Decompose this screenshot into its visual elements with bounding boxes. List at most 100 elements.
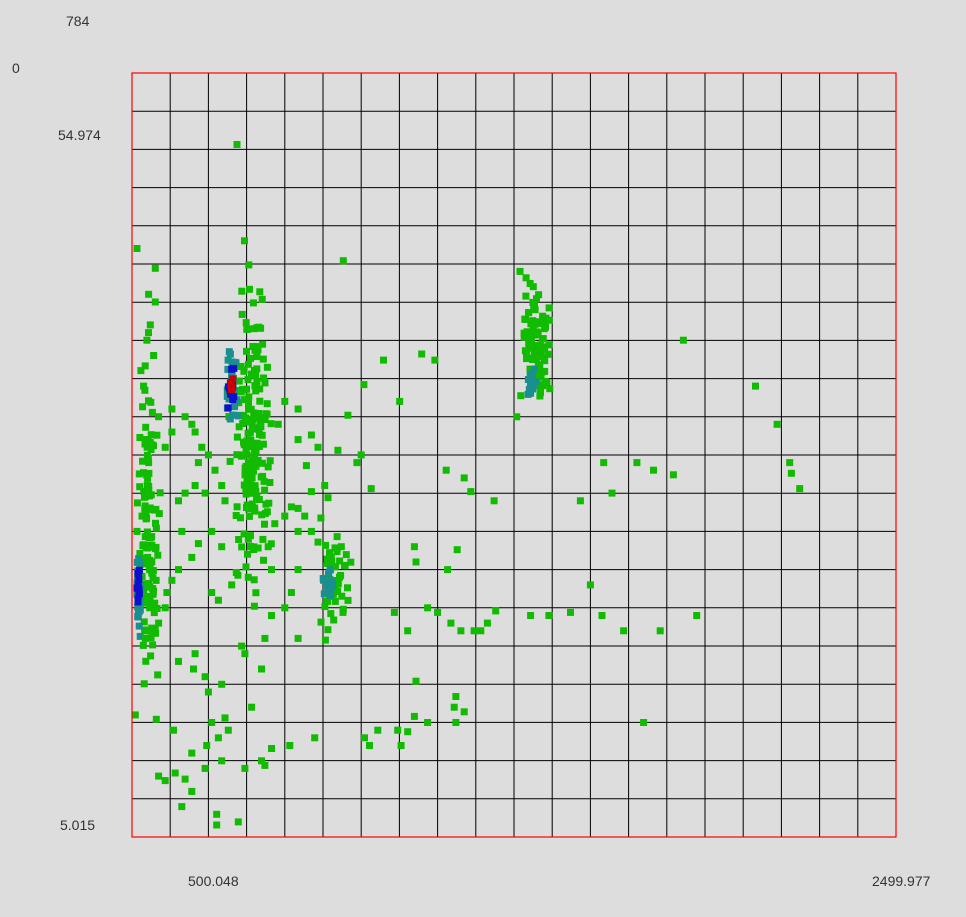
data-point <box>412 558 420 566</box>
cluster-point <box>141 362 149 370</box>
cluster-point <box>322 541 329 549</box>
cluster-point <box>248 370 255 378</box>
data-point <box>773 420 781 428</box>
density-core-point <box>529 384 537 392</box>
cluster-point <box>341 562 349 569</box>
data-point <box>181 413 189 421</box>
cluster-point <box>244 360 252 368</box>
cluster-point <box>251 346 259 354</box>
data-point <box>218 543 226 551</box>
cluster-point <box>250 325 258 333</box>
data-point <box>324 494 332 502</box>
data-point <box>268 745 275 752</box>
density-core-point <box>326 566 334 574</box>
data-point <box>457 627 465 635</box>
cluster-point <box>259 535 267 543</box>
data-point <box>168 428 176 436</box>
cluster-point <box>254 544 262 552</box>
cluster-point <box>244 376 252 384</box>
cluster-point <box>232 569 240 576</box>
density-core-point <box>528 370 536 378</box>
data-point <box>397 742 405 749</box>
cluster-point <box>246 489 254 497</box>
data-point <box>529 283 537 291</box>
cluster-point <box>251 382 259 390</box>
cluster-point <box>251 482 259 490</box>
cluster-point <box>521 347 529 355</box>
data-point <box>527 612 535 619</box>
data-point <box>516 267 524 275</box>
cluster-point <box>258 295 266 303</box>
cluster-point <box>260 374 268 382</box>
data-point <box>483 619 491 627</box>
cluster-point <box>246 429 254 437</box>
cluster-point <box>239 386 247 393</box>
cluster-point <box>527 320 535 328</box>
cluster-point <box>243 385 251 393</box>
data-point <box>418 350 426 358</box>
data-point <box>679 336 687 344</box>
data-point <box>198 443 206 451</box>
cluster-point <box>267 420 275 428</box>
cluster-point <box>529 325 537 333</box>
data-point <box>380 356 387 364</box>
data-point <box>141 436 149 444</box>
data-point <box>361 734 368 742</box>
data-point <box>168 405 176 413</box>
cluster-point <box>525 309 532 317</box>
cluster-point <box>258 459 266 467</box>
cluster-point <box>149 641 157 649</box>
data-point <box>133 527 141 535</box>
cluster-point <box>235 377 243 385</box>
cluster-point <box>252 589 260 597</box>
data-point <box>224 726 232 734</box>
cluster-point <box>344 596 352 604</box>
cluster-point <box>522 292 530 300</box>
cluster-point <box>347 558 355 566</box>
cluster-point <box>243 501 251 509</box>
data-point <box>175 566 182 574</box>
cluster-point <box>139 641 147 649</box>
data-point <box>302 462 310 470</box>
cluster-point <box>344 584 351 592</box>
cluster-point <box>141 560 148 568</box>
cluster-point <box>266 479 274 486</box>
cluster-point <box>226 457 234 465</box>
cluster-point <box>253 439 261 447</box>
cluster-point <box>247 532 254 540</box>
density-core-point <box>225 395 233 403</box>
cluster-point <box>264 463 272 471</box>
cluster-point <box>522 316 530 323</box>
cluster-point <box>141 533 149 541</box>
cluster-point <box>525 339 533 347</box>
cluster-point <box>244 535 252 543</box>
data-point <box>424 719 432 726</box>
cluster-point <box>259 355 267 363</box>
cluster-point <box>333 544 341 552</box>
density-core-point <box>136 632 144 640</box>
data-point <box>201 489 209 497</box>
cluster-point <box>263 363 271 371</box>
data-point <box>294 527 302 535</box>
cluster-point <box>155 510 163 518</box>
data-point <box>178 803 186 811</box>
cluster-point <box>247 466 255 474</box>
cluster-point <box>146 595 154 602</box>
cluster-point <box>232 512 240 519</box>
cluster-point <box>139 542 147 550</box>
data-point <box>281 604 289 612</box>
cluster-point <box>265 499 273 507</box>
density-core-point <box>135 622 143 630</box>
density-core-point <box>527 379 534 387</box>
cluster-point <box>261 416 269 423</box>
x-axis-max-label: 2499.977 <box>872 873 931 889</box>
density-peak-point <box>227 381 235 389</box>
cluster-point <box>141 440 149 448</box>
data-point <box>344 411 352 419</box>
cluster-point <box>243 451 251 459</box>
data-point <box>447 619 455 627</box>
cluster-point <box>260 477 268 485</box>
cluster-point <box>255 430 263 438</box>
data-point <box>424 604 432 612</box>
data-point <box>208 589 216 596</box>
